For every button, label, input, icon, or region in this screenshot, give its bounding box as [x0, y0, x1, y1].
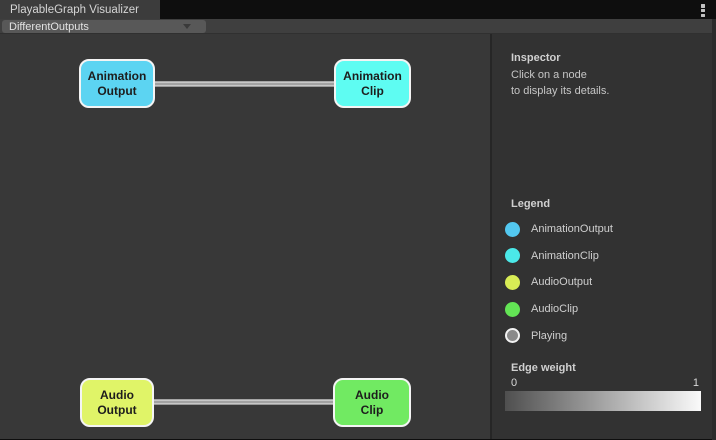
graph-selector-value: DifferentOutputs: [9, 20, 89, 33]
node-label: Output: [97, 402, 137, 417]
toolbar: DifferentOutputs: [0, 19, 716, 34]
legend-item-label: AnimationClip: [531, 249, 599, 262]
legend-item-playing: Playing: [505, 322, 613, 349]
node-label: Audio: [355, 387, 389, 402]
node-label: Animation: [343, 68, 402, 83]
chevron-down-icon: [183, 24, 191, 29]
edge-audio-output-to-clip: [154, 399, 333, 405]
playing-color-dot-icon: [505, 328, 520, 344]
edge-weight-title: Edge weight: [511, 362, 576, 374]
inspector-section: Inspector Click on a node to display its…: [511, 52, 609, 99]
edge-weight-min: 0: [511, 377, 518, 389]
animationoutput-color-dot-icon: [505, 221, 520, 237]
tab-strip: PlayableGraph Visualizer: [0, 0, 716, 19]
legend-item-label: AnimationOutput: [531, 223, 613, 236]
legend-item-animationoutput: AnimationOutput: [505, 216, 613, 243]
inspector-hint-line1: Click on a node: [511, 69, 587, 81]
tab-title: PlayableGraph Visualizer: [10, 3, 139, 16]
edge-weight-gradient: [505, 391, 701, 411]
main-area: Animation Output Animation Clip Audio Ou…: [0, 34, 716, 439]
node-animation-output[interactable]: Animation Output: [79, 59, 155, 108]
audioclip-color-dot-icon: [505, 301, 520, 317]
kebab-menu-icon[interactable]: [701, 4, 705, 17]
inspector-hint: Click on a node to display its details.: [511, 68, 609, 99]
node-label: Animation: [87, 68, 147, 83]
window-right-edge: [712, 19, 716, 440]
legend-section: Legend AnimationOutput AnimationClip Aud…: [505, 198, 613, 349]
graph-selector-dropdown[interactable]: DifferentOutputs: [2, 20, 206, 33]
legend-item-label: AudioOutput: [531, 276, 593, 289]
legend-title: Legend: [511, 198, 551, 210]
edge-animation-output-to-clip: [155, 81, 334, 87]
legend-item-label: AudioClip: [531, 303, 579, 316]
edge-weight-max: 1: [692, 377, 699, 389]
animationclip-color-dot-icon: [505, 248, 520, 264]
audiooutput-color-dot-icon: [505, 274, 520, 290]
tab-playablegraph-visualizer[interactable]: PlayableGraph Visualizer: [0, 0, 160, 19]
inspector-hint-line2: to display its details.: [511, 84, 610, 97]
node-label: Clip: [360, 402, 384, 417]
inspector-title: Inspector: [511, 52, 561, 64]
graph-canvas[interactable]: Animation Output Animation Clip Audio Ou…: [0, 34, 490, 439]
edge-weight-scale: 0 1: [505, 377, 701, 389]
node-label: Clip: [361, 83, 384, 98]
node-animation-clip[interactable]: Animation Clip: [334, 59, 411, 108]
node-label: Output: [97, 83, 137, 98]
node-audio-output[interactable]: Audio Output: [80, 378, 154, 427]
node-audio-clip[interactable]: Audio Clip: [333, 378, 411, 427]
legend-item-audioclip: AudioClip: [505, 296, 613, 323]
legend-item-audiooutput: AudioOutput: [505, 269, 613, 296]
node-label: Audio: [100, 387, 134, 402]
legend-item-animationclip: AnimationClip: [505, 243, 613, 270]
inspector-panel: Inspector Click on a node to display its…: [490, 34, 716, 439]
edge-weight-section: Edge weight 0 1: [505, 362, 701, 411]
legend-item-label: Playing: [531, 329, 568, 342]
